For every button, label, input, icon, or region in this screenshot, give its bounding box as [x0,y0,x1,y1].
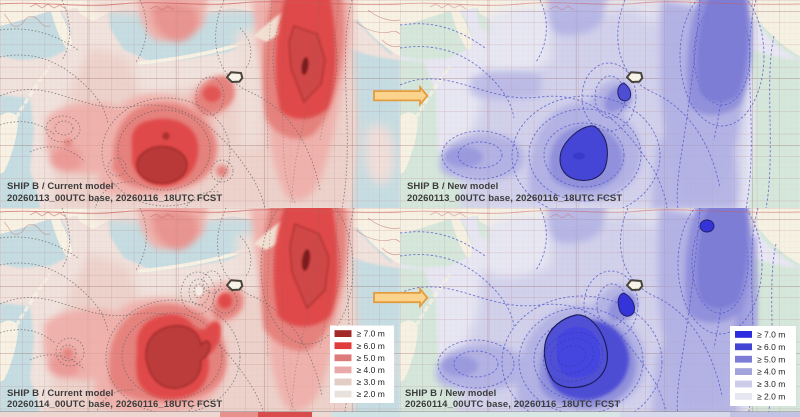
svg-text:≥ 4.0 m: ≥ 4.0 m [757,367,785,377]
svg-text:≥ 2.0 m: ≥ 2.0 m [757,392,785,402]
svg-text:≥ 3.0 m: ≥ 3.0 m [757,379,785,389]
svg-text:SHIP B / New model: SHIP B / New model [407,181,498,192]
svg-text:≥ 7.0 m: ≥ 7.0 m [757,330,785,340]
svg-text:20260114_00UTC base, 20260116_: 20260114_00UTC base, 20260116_18UTC FCST [405,399,620,410]
svg-text:≥ 3.0 m: ≥ 3.0 m [357,377,385,387]
svg-text:≥ 5.0 m: ≥ 5.0 m [757,354,785,364]
svg-text:SHIP B / Current model: SHIP B / Current model [7,388,114,399]
svg-text:≥ 6.0 m: ≥ 6.0 m [357,341,385,351]
svg-text:≥ 5.0 m: ≥ 5.0 m [357,353,385,363]
svg-text:SHIP B / New model: SHIP B / New model [405,388,496,399]
svg-text:≥ 6.0 m: ≥ 6.0 m [757,342,785,352]
svg-text:≥ 7.0 m: ≥ 7.0 m [357,329,385,339]
svg-text:≥ 2.0 m: ≥ 2.0 m [357,389,385,399]
svg-text:20260114_00UTC base, 20260116_: 20260114_00UTC base, 20260116_18UTC FCST [7,399,222,410]
svg-text:SHIP B / Current model: SHIP B / Current model [7,181,114,192]
svg-text:≥ 4.0 m: ≥ 4.0 m [357,365,385,375]
svg-text:20260113_00UTC base, 20260116_: 20260113_00UTC base, 20260116_18UTC FCST [7,193,222,204]
svg-text:20260113_00UTC base, 20260116_: 20260113_00UTC base, 20260116_18UTC FCST [407,193,622,204]
